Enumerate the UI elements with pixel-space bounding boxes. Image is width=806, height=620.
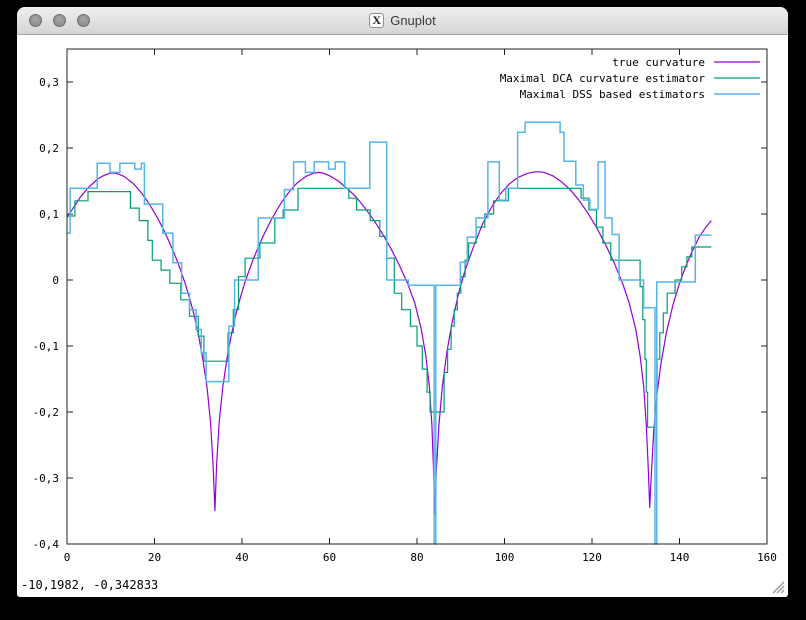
y-tick-label: -0,1 (33, 340, 60, 353)
legend-label: true curvature (612, 56, 705, 69)
gnuplot-window: X Gnuplot 0 20 40 60 80 100 120 140 160 -0,4 -0,3 -… (17, 7, 788, 597)
window-content: 0 20 40 60 80 100 120 140 160 -0,4 -0,3 -0,2 -0,1 0 0,… (17, 35, 788, 597)
x11-app-icon: X (369, 13, 385, 28)
x-tick-label: 100 (495, 551, 515, 564)
x-tick-label: 40 (235, 551, 248, 564)
resize-grip-icon[interactable] (770, 579, 785, 594)
y-tick-label: -0,2 (33, 406, 60, 419)
series-line-1 (67, 187, 712, 428)
y-tick-label: 0 (52, 274, 59, 287)
y-tick-label: -0,4 (33, 538, 60, 551)
minimize-button[interactable] (53, 14, 66, 27)
x-tick-label: 120 (582, 551, 602, 564)
plot-border (66, 48, 768, 545)
series-line-0 (66, 171, 712, 515)
zoom-button[interactable] (77, 14, 90, 27)
titlebar[interactable]: X Gnuplot (17, 7, 788, 35)
y-tick-label: -0,3 (33, 472, 60, 485)
x-tick-label: 20 (148, 551, 161, 564)
mouse-coordinates-readout: -10,1982, -0,342833 (21, 578, 159, 592)
x-tick-label: 160 (757, 551, 777, 564)
title-group: X Gnuplot (369, 13, 436, 28)
y-tick-label: 0,1 (39, 208, 59, 221)
x-tick-label: 60 (323, 551, 336, 564)
series-line-2 (67, 121, 712, 545)
traffic-lights (29, 7, 90, 34)
y-tick-label: 0,3 (39, 76, 59, 89)
plot-canvas[interactable]: 0 20 40 60 80 100 120 140 160 -0,4 -0,3 -0,2 -0,1 0 0,… (17, 35, 788, 597)
x-tick-label: 80 (410, 551, 423, 564)
x-tick-label: 0 (64, 551, 71, 564)
window-title: Gnuplot (390, 13, 436, 28)
legend-label: Maximal DCA curvature estimator (500, 72, 706, 85)
legend-label: Maximal DSS based estimators (520, 88, 705, 101)
close-button[interactable] (29, 14, 42, 27)
y-tick-label: 0,2 (39, 142, 59, 155)
x-tick-label: 140 (670, 551, 690, 564)
